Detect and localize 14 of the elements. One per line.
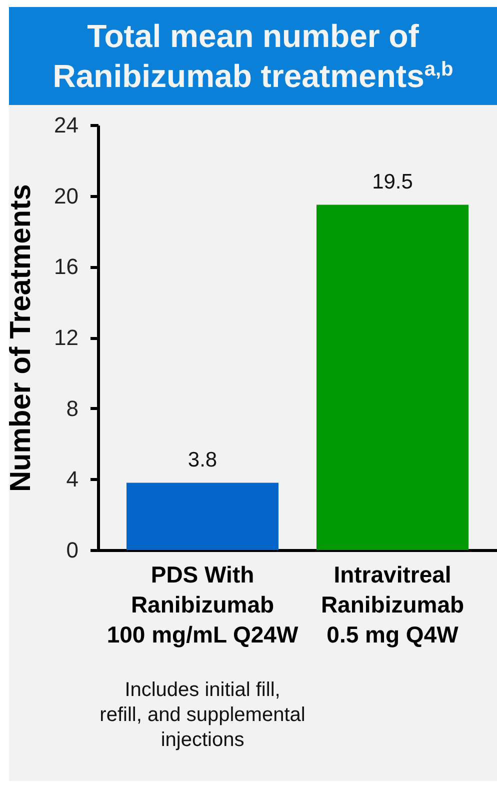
- y-axis-title: Number of Treatments: [5, 184, 38, 492]
- x-tick-label: PDS With Ranibizumab 100 mg/mL Q24W: [106, 562, 298, 648]
- chart-title: Total mean number of Ranibizumab treatments$^{a,b}$: [9, 7, 497, 105]
- y-tick-label: 24: [54, 112, 78, 138]
- data-label: 19.5: [372, 170, 413, 194]
- y-tick-label: 16: [54, 254, 78, 280]
- data-label: 3.8: [188, 448, 218, 472]
- y-tick-label: 4: [66, 466, 78, 492]
- y-tick-label: 8: [66, 396, 78, 421]
- y-tick-label: 0: [66, 538, 78, 562]
- x-tick-label: Intravitreal Ranibizumab 0.5 mg Q4W: [320, 562, 464, 648]
- text: Includes initial fill, refill, and supplemental injections: [100, 679, 306, 751]
- y-tick-label: 12: [54, 325, 78, 350]
- y-tick-label: 20: [54, 183, 78, 208]
